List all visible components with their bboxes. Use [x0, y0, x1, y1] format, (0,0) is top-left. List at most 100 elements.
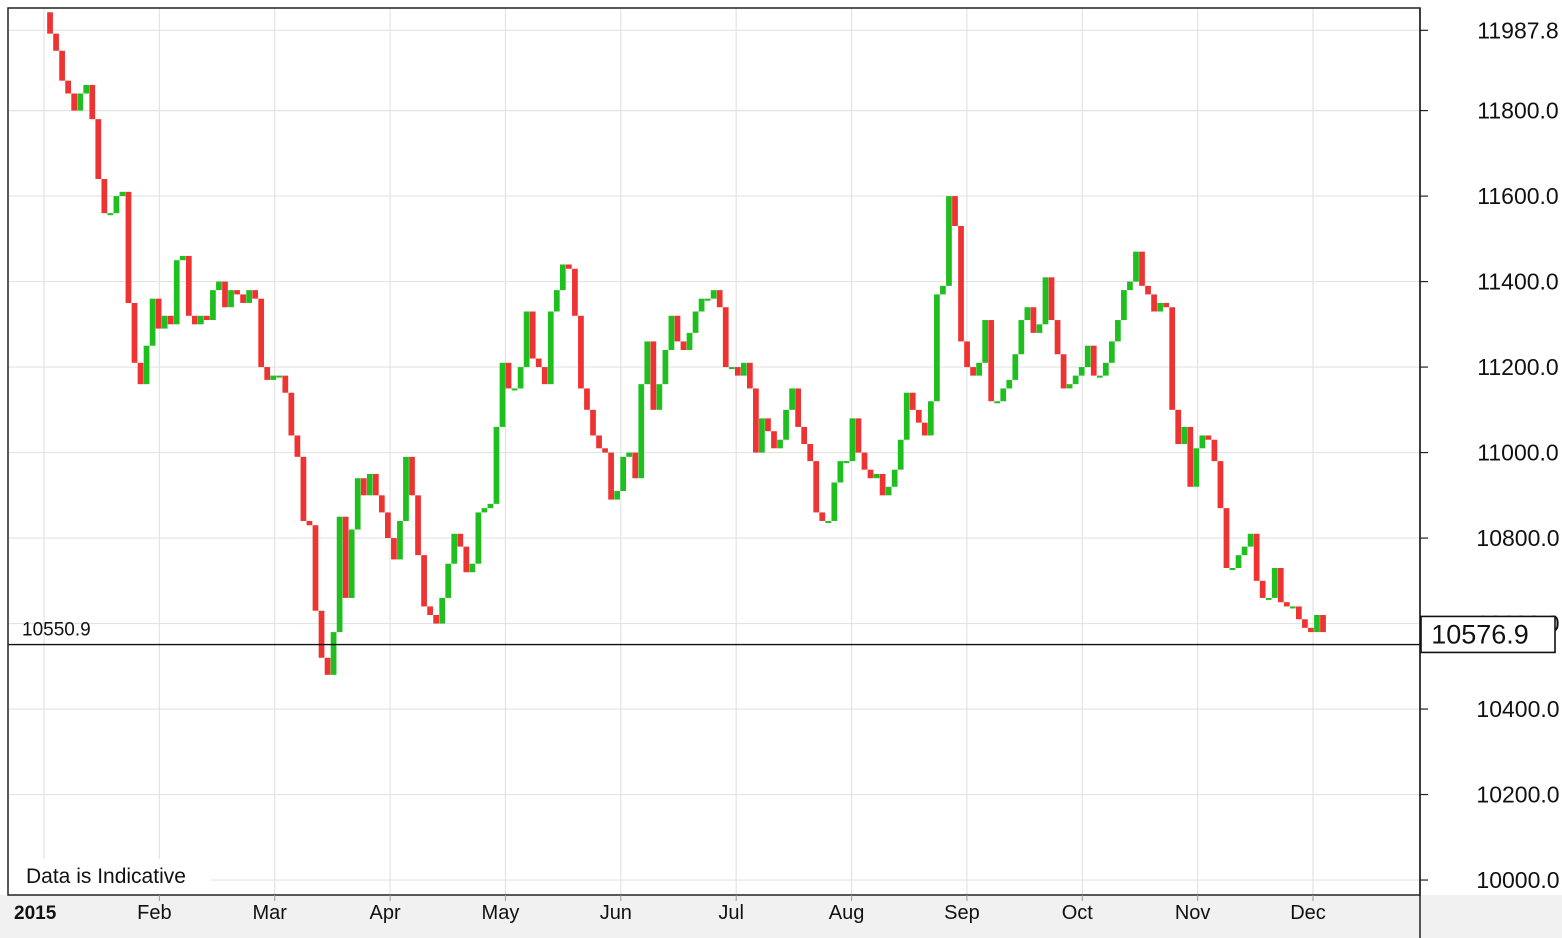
down-candle	[1308, 627, 1314, 633]
down-candle	[191, 315, 198, 325]
x-tick-label: May	[482, 902, 520, 924]
up-candle	[1247, 533, 1254, 547]
down-candle	[1175, 409, 1182, 445]
reference-line: 10550.9	[8, 620, 1422, 646]
up-candle	[662, 349, 669, 385]
up-candle	[1084, 345, 1091, 368]
up-candle	[940, 285, 946, 295]
up-candle	[330, 632, 337, 675]
up-candle	[891, 469, 898, 487]
candles	[47, 12, 1326, 675]
up-candle	[487, 503, 494, 509]
up-candle	[1265, 597, 1272, 600]
up-candle	[1006, 379, 1013, 389]
down-candle	[915, 409, 922, 423]
down-candle	[541, 367, 548, 385]
y-axis: 11987.8 11800.0 11600.0 11400.0 11200.0 11000…	[1420, 17, 1560, 893]
up-candle	[499, 362, 506, 427]
up-candle	[246, 290, 252, 303]
up-candle	[336, 516, 343, 633]
down-candle	[650, 341, 657, 410]
down-candle	[185, 255, 192, 316]
down-candle	[125, 191, 132, 303]
up-candle	[626, 452, 633, 457]
down-candle	[590, 409, 596, 436]
x-tick-label: Dec	[1290, 902, 1326, 924]
up-candle	[354, 478, 361, 530]
down-candle	[264, 367, 271, 380]
down-candle	[131, 302, 138, 363]
down-candle	[529, 311, 536, 359]
down-candle	[1211, 439, 1218, 462]
up-candle	[1121, 290, 1127, 321]
reference-line-label: 10550.9	[22, 620, 91, 641]
up-candle	[1133, 251, 1139, 282]
up-candle	[511, 388, 518, 391]
down-candle	[288, 392, 295, 436]
down-candle	[867, 469, 874, 479]
y-tick-label: 11987.8	[1477, 17, 1558, 43]
down-candle	[819, 512, 826, 521]
up-candle	[927, 401, 934, 436]
down-candle	[795, 388, 801, 427]
down-candle	[155, 298, 162, 329]
down-candle	[970, 367, 976, 376]
down-candle	[765, 418, 771, 432]
down-candle	[65, 80, 71, 94]
up-candle	[1235, 555, 1242, 568]
down-candle	[608, 452, 614, 500]
down-candle	[1223, 508, 1230, 568]
up-candle	[728, 367, 735, 370]
up-candle	[83, 84, 90, 94]
up-candle	[783, 409, 789, 440]
up-candle	[1314, 615, 1320, 633]
data-note: Data is Indicative	[26, 865, 186, 888]
down-candle	[324, 657, 331, 675]
down-candle	[596, 435, 602, 449]
x-tick-label: Oct	[1062, 902, 1094, 924]
y-tick-label: 11800.0	[1477, 98, 1558, 124]
up-candle	[1000, 388, 1007, 402]
up-candle	[777, 439, 783, 449]
up-candle	[107, 213, 114, 216]
up-candle	[897, 439, 904, 470]
year-label: 2015	[14, 903, 57, 924]
up-candle	[173, 260, 180, 325]
down-candle	[1302, 619, 1308, 628]
up-candle	[216, 281, 222, 291]
down-candle	[879, 473, 886, 496]
plot-frame	[0, 7, 1562, 938]
up-candle	[692, 311, 699, 333]
down-candle	[1060, 354, 1067, 389]
x-tick-label: Nov	[1175, 902, 1211, 924]
up-candle	[1066, 384, 1073, 389]
down-candle	[252, 290, 259, 299]
down-candle	[566, 264, 572, 269]
y-tick-label: 10000.0	[1476, 867, 1559, 893]
down-candle	[167, 315, 174, 325]
down-candle	[1217, 461, 1224, 509]
y-tick-label: 10200.0	[1476, 782, 1559, 808]
down-candle	[1253, 533, 1260, 581]
up-candle	[710, 290, 717, 299]
down-candle	[1169, 307, 1176, 410]
up-candle	[994, 401, 1001, 404]
down-candle	[385, 512, 391, 539]
up-candle	[656, 384, 663, 410]
down-candle	[505, 362, 512, 389]
up-candle	[119, 191, 126, 197]
up-candle	[698, 298, 705, 312]
down-candle	[89, 84, 96, 120]
down-candle	[306, 520, 313, 526]
y-tick-label: 11200.0	[1477, 354, 1558, 380]
down-candle	[47, 12, 53, 34]
down-candle	[1296, 606, 1302, 620]
down-candle	[952, 196, 958, 227]
down-candle	[1277, 567, 1284, 603]
down-candle	[53, 33, 59, 51]
up-candle	[976, 362, 982, 376]
up-candle	[445, 563, 452, 598]
down-candle	[372, 473, 379, 496]
note-background	[9, 859, 211, 894]
